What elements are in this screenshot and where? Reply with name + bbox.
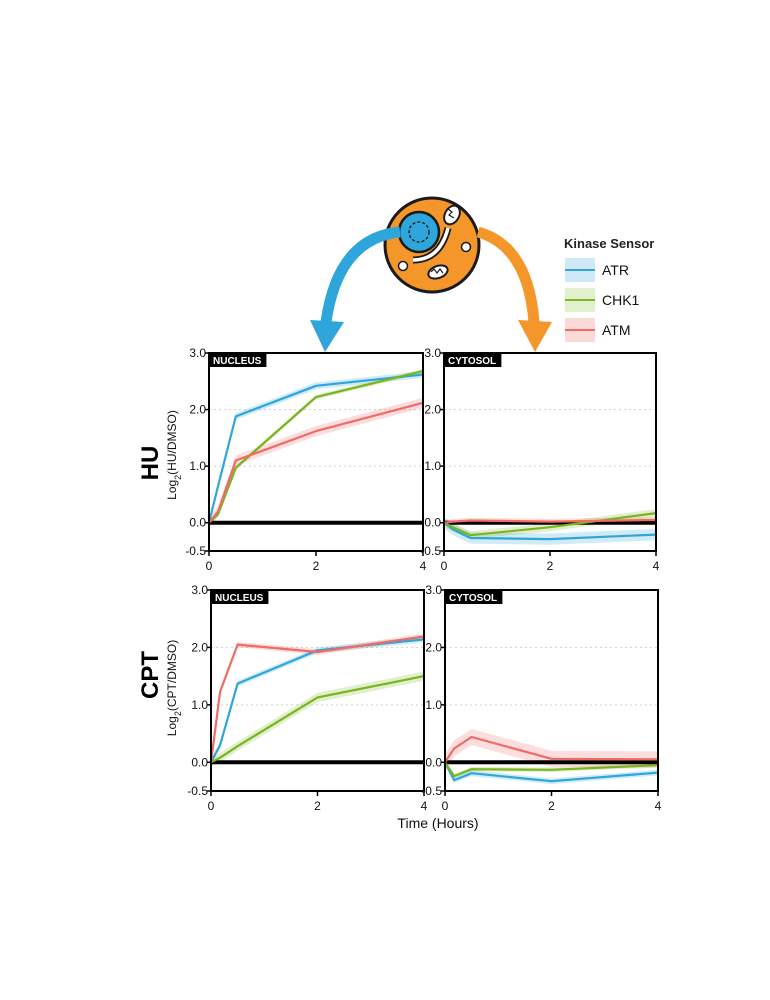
- ylabel-cpt-rest: (CPT/DMSO): [165, 640, 179, 711]
- legend-label-atr: ATR: [602, 262, 629, 278]
- panel-cpt-nucleus: NUCLEUS -0.5 0.0 1.0 2.0 3.0 0 2 4: [187, 583, 427, 813]
- x-tick-label: 0: [208, 799, 215, 813]
- panel-hu-nucleus: NUCLEUS -0.5 0.0 1.0 2.0 3.0 0 2 4: [185, 346, 426, 573]
- x-tick-label: 2: [313, 559, 320, 573]
- panel-tag-hu-cytosol: CYTOSOL: [448, 356, 496, 367]
- panel-hu-cytosol: CYTOSOL -0.5 0.0 1.0 2.0 3.0 0 2 4: [420, 346, 659, 573]
- nucleus-arrow-icon: [310, 226, 401, 352]
- panel-tag-bg: [212, 591, 269, 604]
- panel-tag-bg: [445, 354, 502, 367]
- series-line-chk1: [444, 761, 659, 778]
- x-tick-label: 4: [653, 559, 660, 573]
- y-tick-label: 3.0: [424, 346, 441, 360]
- y-tick-label: 2.0: [425, 640, 442, 654]
- plot-area: [445, 590, 658, 791]
- y-tick-label: 1.0: [425, 698, 442, 712]
- y-tick-label: 0.0: [425, 755, 442, 769]
- legend-title: Kinase Sensor: [564, 236, 654, 251]
- x-tick-label: 4: [420, 559, 427, 573]
- x-tick-label: 2: [548, 799, 555, 813]
- series-line-chk1: [443, 512, 657, 537]
- row-label-cpt: CPT: [137, 651, 164, 699]
- panel-cpt-cytosol: CYTOSOL -0.5 0.0 1.0 2.0 3.0 0 2 4: [421, 583, 661, 813]
- y-tick-label: 1.0: [424, 459, 441, 473]
- panel-tag-hu-nucleus: NUCLEUS: [213, 356, 262, 367]
- y-tick-label: 3.0: [425, 583, 442, 597]
- y-tick-label: 0.0: [424, 516, 441, 530]
- ylabel-hu: Log2(HU/DMSO): [165, 410, 183, 500]
- legend-label-atm: ATM: [602, 322, 631, 338]
- ylabel-cpt: Log2(CPT/DMSO): [165, 640, 183, 736]
- y-tick-label: 3.0: [189, 346, 206, 360]
- series-line-atr: [207, 373, 424, 523]
- y-tick-label: 2.0: [189, 403, 206, 417]
- legend-label-chk1: CHK1: [602, 292, 640, 308]
- x-tick-label: 0: [441, 559, 448, 573]
- plot-area: [211, 590, 424, 791]
- y-tick-label: 1.0: [189, 459, 206, 473]
- x-tick-label: 4: [421, 799, 428, 813]
- y-tick-label: -0.5: [420, 544, 441, 558]
- y-tick-label: -0.5: [187, 784, 208, 798]
- legend: Kinase Sensor ATR CHK1 ATM: [564, 236, 654, 342]
- legend-item-atm: ATM: [565, 318, 631, 342]
- panel-tag-cpt-nucleus: NUCLEUS: [215, 593, 264, 604]
- y-tick-label: 1.0: [191, 698, 208, 712]
- legend-item-atr: ATR: [565, 258, 629, 282]
- x-axis-label: Time (Hours): [397, 815, 478, 831]
- series-line-atm: [209, 635, 425, 763]
- y-tick-label: 0.0: [189, 516, 206, 530]
- series-line-atm: [208, 401, 424, 524]
- y-tick-label: -0.5: [421, 784, 442, 798]
- series-line-atm: [443, 518, 657, 524]
- series-band-atm: [209, 397, 423, 528]
- panel-tag-bg: [446, 591, 503, 604]
- cell-illustration-icon: [383, 196, 481, 294]
- y-tick-label: 2.0: [424, 403, 441, 417]
- ylabel-cpt-sub: 2: [173, 711, 183, 716]
- y-tick-label: 0.0: [191, 755, 208, 769]
- ylabel-hu-sub: 2: [173, 475, 183, 480]
- y-tick-label: 3.0: [191, 583, 208, 597]
- x-tick-label: 2: [314, 799, 321, 813]
- x-tick-label: 0: [206, 559, 213, 573]
- series-line-atm: [444, 735, 659, 763]
- x-tick-label: 4: [655, 799, 662, 813]
- panel-tag-cpt-cytosol: CYTOSOL: [449, 593, 497, 604]
- y-tick-label: 2.0: [191, 640, 208, 654]
- x-tick-label: 2: [547, 559, 554, 573]
- panel-tag-bg: [210, 354, 267, 367]
- ylabel-hu-main: Log: [165, 480, 179, 500]
- row-label-hu: HU: [137, 446, 164, 481]
- series-line-atr: [443, 521, 657, 541]
- legend-item-chk1: CHK1: [565, 288, 640, 312]
- series-line-atr: [444, 761, 659, 783]
- ylabel-hu-rest: (HU/DMSO): [165, 410, 179, 475]
- series-line-chk1: [210, 675, 425, 764]
- y-tick-label: -0.5: [185, 544, 206, 558]
- x-tick-label: 0: [442, 799, 449, 813]
- cytosol-arrow-icon: [476, 226, 552, 352]
- ylabel-cpt-main: Log: [165, 716, 179, 736]
- series-line-chk1: [208, 370, 424, 524]
